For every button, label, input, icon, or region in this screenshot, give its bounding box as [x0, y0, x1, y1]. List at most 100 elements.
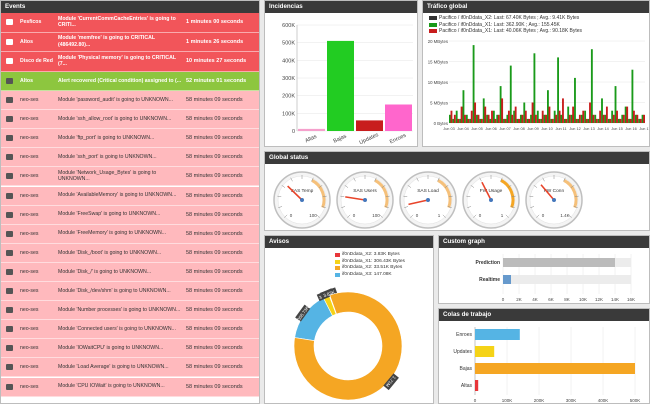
- event-source: neo-ses: [20, 97, 39, 104]
- event-message: Module 'AvailableMemory' is going to UNK…: [58, 192, 177, 199]
- event-row[interactable]: neo-ses Module 'CPU IOWait' is going to …: [1, 377, 259, 397]
- event-row[interactable]: neo-ses Module 'Connected users' is goin…: [1, 320, 259, 340]
- event-row[interactable]: neo-ses Module 'Disk_/dev/shm' is going …: [1, 282, 259, 302]
- gauge-needle: [408, 199, 429, 206]
- x-tick-label: 16K: [627, 297, 635, 302]
- traffic-bar: [622, 114, 625, 123]
- traffic-bar: [457, 118, 460, 123]
- x-tick-label: Jun 16: [625, 127, 636, 131]
- event-message: Module 'Number processes' is going to UN…: [58, 306, 181, 313]
- event-row[interactable]: neo-ses Module 'Number processes' is goi…: [1, 301, 259, 321]
- event-row[interactable]: neo-ses Module 'FreeMemory' is going to …: [1, 224, 259, 244]
- traffic-bar: [501, 97, 504, 123]
- traffic-bar: [489, 118, 492, 123]
- x-tick-label: 200K: [534, 398, 545, 403]
- gauge-tick: [321, 206, 326, 208]
- trafico-legend-item: Pacifico / if0nDdata_X1: Last: 40.06K By…: [429, 28, 645, 35]
- events-panel: Events Pesficos Module 'CurrentCommCache…: [0, 0, 260, 404]
- event-row[interactable]: neo-ses Module 'Network_Usage_Bytes' is …: [1, 167, 259, 187]
- event-row[interactable]: neo-ses Module 'Load Average' is going t…: [1, 358, 259, 378]
- gauge-tick: [568, 214, 572, 218]
- traffic-bar: [548, 106, 551, 123]
- event-row[interactable]: neo-ses Module 'ftp_port' is going to UN…: [1, 129, 259, 149]
- legend-swatch: [429, 29, 437, 34]
- traffic-bar: [482, 97, 485, 123]
- event-row[interactable]: neo-ses Module 'AvailableMemory' is goin…: [1, 186, 259, 206]
- event-message: Module 'CPU IOWait' is going to UNKNOWN.…: [58, 383, 165, 390]
- traffic-bar: [523, 102, 526, 123]
- gauge-tick: [278, 206, 283, 208]
- traffic-bar: [550, 118, 553, 123]
- event-message: Module 'CurrentCommCacheEntries' is goin…: [58, 15, 176, 29]
- event-source: neo-ses: [20, 345, 39, 352]
- event-row[interactable]: neo-ses Module 'ssh_port' is going to UN…: [1, 148, 259, 168]
- traffic-bar: [467, 118, 470, 123]
- category-label: Enroes: [456, 332, 472, 338]
- event-row[interactable]: Pesficos Module 'CurrentCommCacheEntries…: [1, 13, 259, 33]
- event-row[interactable]: neo-ses Module 'IOWaitCPU' is going to U…: [1, 339, 259, 359]
- traffic-bar: [560, 114, 563, 123]
- gauge-tick: [384, 206, 389, 208]
- gauge-min: 0: [290, 213, 293, 218]
- traffic-bar: [474, 102, 477, 123]
- x-tick-label: Jun 05: [471, 127, 482, 131]
- event-message: Module 'Disk_/' is going to UNKNOWN...: [58, 268, 152, 275]
- traffic-bar: [580, 114, 583, 123]
- avisos-legend-item: if0nDdata_X2: 33.51K Bytes: [335, 265, 405, 272]
- slice-label-group: 1.71M: [383, 373, 399, 391]
- traffic-bar: [616, 110, 618, 123]
- alert-icon: [1, 91, 18, 109]
- legend-label: if0nDdata_X2: 3.83K Bytes: [342, 252, 400, 257]
- traffic-bar: [643, 114, 645, 123]
- gauge-tick: [277, 195, 282, 197]
- event-row[interactable]: Disco de Red Module 'Physical memory' is…: [1, 52, 259, 72]
- event-row[interactable]: neo-ses Module 'password_audit' is going…: [1, 91, 259, 111]
- y-tick-label: 0 Bytes: [434, 121, 448, 126]
- event-row[interactable]: Altos Module 'memfree' is going to CRITI…: [1, 32, 259, 52]
- traffic-bar: [609, 118, 612, 123]
- traffic-bar: [511, 114, 514, 123]
- traffic-bar: [553, 110, 556, 123]
- event-message: Module 'Load Average' is going to UNKNOW…: [58, 364, 169, 371]
- alert-icon: [1, 358, 18, 376]
- event-message: Module 'ssh_allow_root' is going to UNKN…: [58, 115, 172, 122]
- traffic-bar: [636, 114, 639, 123]
- traffic-bar: [605, 106, 608, 123]
- event-row[interactable]: neo-ses Module 'Disk_/boot' is going to …: [1, 243, 259, 263]
- traffic-bar: [543, 114, 546, 123]
- traffic-bar: [516, 118, 519, 123]
- traffic-bar: [641, 114, 644, 123]
- category-label: Bajas: [459, 366, 472, 372]
- gauge-tick: [505, 214, 509, 218]
- traffic-bar: [464, 114, 466, 123]
- traffic-bar: [545, 114, 547, 123]
- traffic-bar: [519, 114, 522, 123]
- gauge-tick: [444, 185, 449, 188]
- traffic-bar: [460, 106, 463, 123]
- category-label: Realtime: [479, 277, 500, 283]
- gauge-tick: [510, 206, 515, 208]
- gauge-tick: [379, 214, 383, 218]
- bell-icon: [1, 72, 18, 91]
- y-tick-label: 300K: [282, 76, 295, 82]
- alert-icon: [1, 148, 18, 166]
- event-source: neo-ses: [20, 383, 39, 390]
- event-row[interactable]: Altos Alert recovered (Critical conditio…: [1, 71, 259, 91]
- traffic-bar: [469, 118, 472, 123]
- traffic-bar: [499, 85, 502, 123]
- event-row[interactable]: neo-ses Module 'Disk_/' is going to UNKN…: [1, 262, 259, 282]
- gauge-tick: [437, 177, 440, 182]
- gauge-tick: [322, 195, 327, 197]
- event-row[interactable]: neo-ses Module 'ssh_allow_root' is going…: [1, 110, 259, 130]
- gauge-tick: [316, 214, 320, 218]
- traffic-bar: [634, 114, 637, 123]
- gauge-tick: [448, 195, 453, 197]
- traffic-bar: [480, 118, 483, 123]
- event-source: neo-ses: [20, 116, 39, 123]
- gauge-needle: [287, 185, 303, 201]
- global-status-panel: Global status SAS Temp 0 100 SAS Users 0 100 S…: [264, 151, 650, 231]
- event-row[interactable]: neo-ses Module 'FreeSwap' is going to UN…: [1, 205, 259, 225]
- event-source: neo-ses: [20, 211, 39, 218]
- legend-label: Pacifico / if0nDdata_X2: Last: 67.40K By…: [439, 15, 580, 21]
- x-tick-label: Updates: [359, 132, 380, 146]
